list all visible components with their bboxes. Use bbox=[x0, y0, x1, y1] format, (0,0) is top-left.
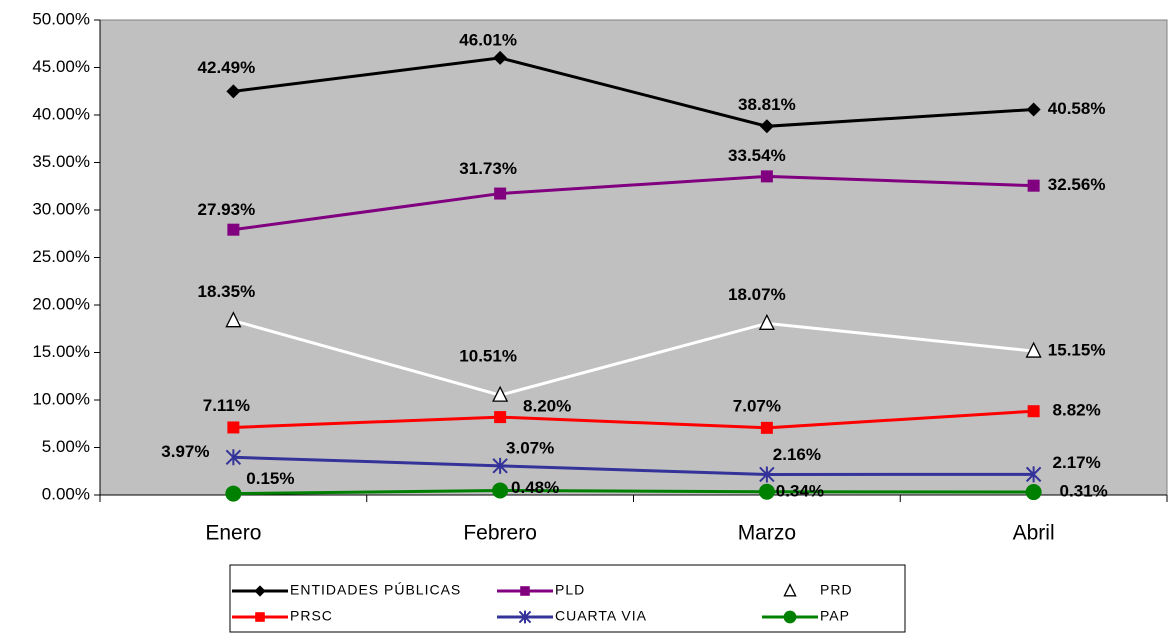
data-label: 10.51% bbox=[459, 347, 517, 366]
x-tick-label: Febrero bbox=[463, 522, 537, 545]
marker bbox=[492, 457, 508, 474]
marker bbox=[760, 170, 773, 183]
marker bbox=[1026, 102, 1041, 117]
data-label: 33.54% bbox=[728, 146, 786, 165]
marker bbox=[493, 50, 508, 65]
marker bbox=[759, 119, 774, 134]
series-line bbox=[233, 174, 1034, 232]
x-tick-label: Abril bbox=[1013, 522, 1055, 545]
data-label: 2.17% bbox=[1053, 453, 1101, 472]
series-line bbox=[233, 455, 1034, 476]
x-tick-label: Enero bbox=[205, 522, 261, 545]
legend: ENTIDADES PÚBLICAS PLD PRD PRSC CUARTA VIA PA… bbox=[229, 564, 906, 633]
y-tick-label: 10.00% bbox=[32, 389, 90, 408]
data-label: 0.15% bbox=[246, 469, 294, 488]
marker bbox=[227, 223, 240, 236]
series-line bbox=[232, 319, 1034, 397]
data-label: 3.07% bbox=[506, 438, 554, 457]
series-line bbox=[233, 56, 1034, 128]
marker bbox=[226, 84, 241, 99]
marker bbox=[492, 482, 509, 499]
marker bbox=[783, 583, 797, 597]
marker bbox=[494, 187, 507, 200]
data-label: 42.49% bbox=[198, 58, 256, 77]
marker bbox=[758, 483, 775, 500]
data-label: 40.58% bbox=[1048, 99, 1106, 118]
marker bbox=[1027, 405, 1040, 418]
y-tick-label: 45.00% bbox=[32, 57, 90, 76]
legend-label: PRD bbox=[820, 582, 853, 598]
data-label: 46.01% bbox=[459, 30, 517, 49]
legend-item: CUARTA VIA bbox=[497, 608, 647, 624]
data-label: 3.97% bbox=[161, 442, 209, 461]
plot-area bbox=[99, 19, 1168, 496]
data-label: 8.82% bbox=[1053, 401, 1101, 420]
legend-label: CUARTA VIA bbox=[555, 608, 647, 624]
data-label: 31.73% bbox=[459, 159, 517, 178]
legend-item: PRSC bbox=[232, 608, 333, 624]
data-label: 15.15% bbox=[1048, 341, 1106, 360]
marker bbox=[1027, 179, 1040, 192]
y-tick-label: 35.00% bbox=[32, 152, 90, 171]
series-line bbox=[233, 409, 1034, 430]
marker bbox=[758, 313, 775, 330]
y-tick-label: 0.00% bbox=[42, 484, 90, 503]
marker bbox=[225, 449, 242, 466]
marker bbox=[1025, 341, 1042, 358]
marker bbox=[783, 610, 797, 624]
data-label: 8.20% bbox=[523, 397, 571, 416]
data-label: 0.34% bbox=[776, 481, 824, 500]
y-tick-label: 5.00% bbox=[42, 437, 90, 456]
series-line bbox=[233, 488, 1034, 496]
marker bbox=[518, 610, 532, 624]
legend-label: PRSC bbox=[290, 608, 333, 624]
marker bbox=[760, 421, 773, 434]
data-label: 27.93% bbox=[198, 200, 256, 219]
legend-label: PAP bbox=[820, 608, 850, 624]
y-tick-label: 25.00% bbox=[32, 247, 90, 266]
y-tick-label: 15.00% bbox=[32, 342, 90, 361]
legend-item: PLD bbox=[497, 582, 585, 598]
y-tick-label: 40.00% bbox=[32, 104, 90, 123]
data-label: 18.07% bbox=[728, 285, 786, 304]
marker bbox=[225, 485, 242, 502]
marker bbox=[1025, 484, 1042, 501]
marker bbox=[225, 311, 242, 328]
data-label: 38.81% bbox=[738, 95, 796, 114]
marker bbox=[759, 466, 775, 483]
data-label: 2.16% bbox=[773, 445, 821, 464]
marker bbox=[227, 421, 240, 434]
marker bbox=[492, 385, 509, 402]
data-label: 32.56% bbox=[1048, 175, 1106, 194]
y-tick-label: 30.00% bbox=[32, 199, 90, 218]
legend-item: PRD bbox=[762, 582, 853, 598]
legend-item: ENTIDADES PÚBLICAS bbox=[232, 582, 461, 598]
legend-label: PLD bbox=[555, 582, 585, 598]
data-label: 7.07% bbox=[733, 396, 781, 415]
marker bbox=[494, 411, 507, 424]
marker bbox=[520, 586, 530, 596]
data-label: 18.35% bbox=[198, 282, 256, 301]
x-tick-label: Marzo bbox=[738, 522, 796, 545]
y-tick-label: 20.00% bbox=[32, 294, 90, 313]
marker bbox=[254, 585, 266, 597]
legend-label: ENTIDADES PÚBLICAS bbox=[290, 582, 461, 598]
legend-item: PAP bbox=[762, 608, 850, 624]
data-label: 7.11% bbox=[203, 396, 250, 415]
y-tick-label: 50.00% bbox=[32, 9, 90, 28]
data-label: 0.31% bbox=[1060, 482, 1108, 501]
data-label: 0.48% bbox=[511, 478, 559, 497]
marker bbox=[1025, 466, 1042, 483]
marker bbox=[255, 612, 265, 622]
